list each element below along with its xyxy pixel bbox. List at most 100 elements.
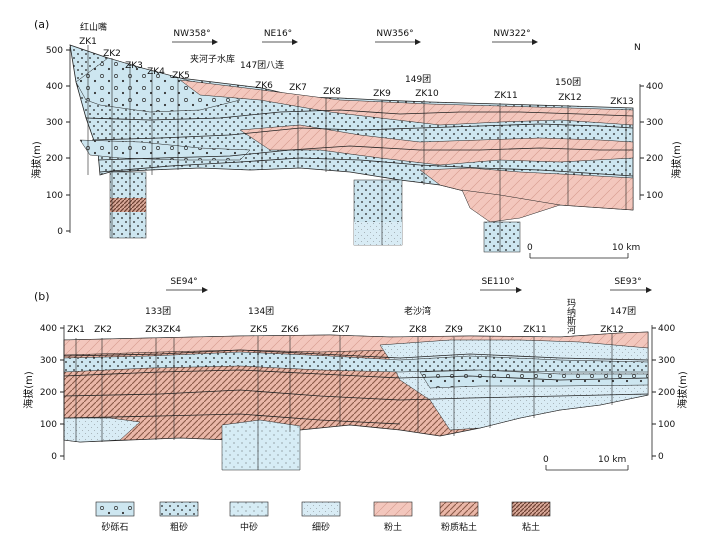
panel-b-label: (b) (34, 290, 50, 303)
panel-a-y-tick: 300 (46, 118, 63, 128)
panel-a-borehole-label: ZK4 (147, 67, 165, 77)
panel-b-place: 133团 (145, 306, 171, 317)
panel-b-scale-end: 10 km (598, 455, 626, 465)
panel-a-borehole-label: ZK8 (323, 87, 341, 97)
panel-a-borehole-label: ZK11 (494, 91, 518, 101)
panel-a-place: 红山嘴 (80, 21, 107, 33)
panel-a-borehole-label: ZK3 (125, 61, 143, 71)
panel-a-y-ticks-left: 500 400 300 200 100 0 (46, 46, 70, 237)
panel-b-y-tick-right: 300 (658, 356, 675, 366)
panel-b-y-ticks-left: 400 300 200 100 0 (40, 324, 64, 462)
panel-b-boundary-2 (63, 369, 649, 381)
panel-a-y-tick: 200 (46, 154, 63, 164)
panel-a-borehole-column-mid-fine (354, 222, 402, 245)
panel-a-y-tick-right: 200 (646, 154, 663, 164)
panel-b-place: 老沙湾 (404, 305, 431, 317)
panel-b-y-tick-right: 400 (658, 324, 675, 334)
panel-a-boundary-2 (91, 123, 634, 141)
panel-a-place: 150团 (555, 77, 581, 88)
panel-a-boundary-4 (99, 157, 634, 177)
panel-a-y-tick: 500 (46, 46, 63, 56)
panel-b-scale-start: 0 (543, 455, 549, 465)
panel-a-gravel-band (79, 139, 251, 161)
panel-a-y-ticks-right: 400 300 200 100 (640, 82, 663, 201)
panel-b: (b) (22, 277, 689, 471)
panel-b-boundary-3 (63, 389, 649, 401)
panel-b-borehole-labels: ZK1 ZK2 ZK3ZK4 ZK5 ZK6 ZK7 ZK8 ZK9 ZK10 … (67, 325, 624, 335)
panel-b-borehole-label: ZK12 (600, 325, 624, 335)
panel-b-y-tick: 0 (51, 452, 57, 462)
panel-a: (a) (30, 18, 683, 259)
panel-b-place: 147团 (610, 306, 636, 317)
panel-b-borehole-lines (75, 334, 613, 470)
panel-a-y-tick: 0 (57, 227, 63, 237)
legend-swatch-siltyclay (439, 501, 479, 517)
panel-b-direction: SE93° (614, 277, 641, 287)
panel-a-y-tick-right: 100 (646, 191, 663, 201)
panel-b-y-tick-right: 0 (658, 452, 664, 462)
panel-b-borehole-label: ZK3ZK4 (145, 325, 181, 335)
panel-b-place-vertical: 玛纳斯河 (565, 298, 576, 334)
legend-label: 砂砾石 (101, 521, 128, 533)
legend-label: 粉土 (384, 521, 402, 533)
legend-swatch-medium (229, 501, 269, 517)
panel-a-scale-end: 10 km (612, 243, 640, 253)
panel-b-y-ticks-right: 400 300 200 100 0 (652, 324, 675, 462)
panel-a-borehole-label: ZK1 (79, 37, 97, 47)
panel-a-borehole-label: ZK10 (415, 89, 439, 99)
panel-a-direction: NW358° (173, 29, 210, 39)
panel-a-y-tick-right: 400 (646, 82, 663, 92)
panel-b-coarse-band-1 (63, 351, 649, 373)
legend-label: 粘土 (522, 521, 540, 533)
panel-b-boundary-4 (63, 413, 401, 425)
legend-label: 细砂 (312, 521, 330, 533)
panel-b-y-tick: 300 (40, 356, 57, 366)
panel-a-y-title-right: 海拔(m) (670, 141, 683, 179)
panel-a-north-label: N (634, 43, 641, 53)
legend-swatch-coarse (159, 501, 199, 517)
panel-a-direction-arrows: NW358° NE16° NW356° NW322° (172, 29, 538, 45)
panel-b-direction: SE110° (481, 277, 514, 287)
panel-a-direction: NW322° (493, 29, 530, 39)
panel-a-borehole-label: ZK2 (103, 49, 121, 59)
panel-b-direction-arrows: SE94° SE110° SE93° (166, 277, 652, 293)
panel-a-borehole-label: ZK9 (373, 89, 391, 99)
panel-a-direction: NE16° (264, 29, 292, 39)
panel-b-borehole-label: ZK2 (94, 325, 112, 335)
panel-b-borehole-label: ZK6 (281, 325, 299, 335)
panel-a-place: 147团八连 (240, 59, 284, 71)
panel-a-place: 夹河子水库 (190, 53, 235, 65)
legend-label: 中砂 (240, 521, 258, 533)
panel-a-borehole-labels: ZK1 ZK2 ZK3 ZK4 ZK5 ZK6 ZK7 ZK8 ZK9 ZK10… (79, 37, 634, 107)
panel-a-y-tick: 100 (46, 191, 63, 201)
panel-a-borehole-label: ZK12 (558, 93, 582, 103)
panel-a-boundary-3 (97, 145, 633, 161)
panel-a-scale-start: 0 (527, 243, 533, 253)
panel-a-borehole-label: ZK6 (255, 81, 273, 91)
panel-b-borehole-label: ZK5 (250, 325, 268, 335)
panel-a-direction: NW356° (376, 29, 413, 39)
legend-label: 粗砂 (170, 521, 188, 533)
panel-b-y-tick-right: 100 (658, 420, 675, 430)
panel-a-place: 149团 (405, 74, 431, 85)
panel-b-borehole-label: ZK8 (409, 325, 427, 335)
legend-swatch-fine (301, 501, 341, 517)
panel-a-scale-bar: 0 10 km (527, 243, 640, 259)
panel-b-y-tick: 100 (40, 420, 57, 430)
panel-b-y-tick: 200 (40, 388, 57, 398)
panel-b-borehole-label: ZK10 (478, 325, 502, 335)
legend-swatch-clay (511, 501, 551, 517)
legend-swatch-gravel (95, 501, 135, 517)
panel-b-y-title-right: 海拔(m) (676, 371, 689, 409)
panel-a-borehole-label: ZK7 (289, 83, 307, 93)
panel-b-place: 134团 (248, 306, 274, 317)
panel-a-boundary-1 (85, 109, 634, 121)
panel-a-y-tick: 400 (46, 82, 63, 92)
panel-a-gravel-west (75, 57, 241, 113)
panel-b-y-tick-right: 200 (658, 388, 675, 398)
panel-b-borehole-label: ZK7 (332, 325, 350, 335)
panel-b-boundary-1 (63, 349, 649, 361)
panel-b-borehole-label: ZK9 (445, 325, 463, 335)
panel-b-direction: SE94° (170, 277, 197, 287)
panel-a-y-title-left: 海拔(m) (30, 141, 43, 179)
